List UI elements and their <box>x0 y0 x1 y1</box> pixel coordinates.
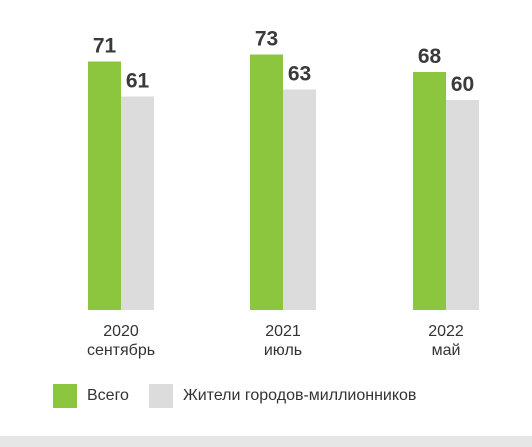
bar-millionaire-cities-2022 <box>446 100 479 310</box>
data-label-millionaire-cities-2020: 61 <box>126 70 150 93</box>
data-label-millionaire-cities-2022: 60 <box>451 73 474 96</box>
category-label-2021-line-1: 2021 <box>265 323 301 340</box>
category-label-2020-line-1: 2020 <box>103 323 139 340</box>
category-label-2021-line-2: июль <box>264 342 302 359</box>
bar-total-2022 <box>413 72 446 310</box>
legend-swatch-total <box>53 384 77 408</box>
bar-millionaire-cities-2020 <box>121 96 154 310</box>
legend-item-millionaire-cities: Жители городов-миллионников <box>148 384 417 408</box>
data-label-millionaire-cities-2021: 63 <box>288 63 311 86</box>
legend-label-total: Всего <box>87 387 129 404</box>
bar-total-2021 <box>250 54 283 310</box>
legend-label-millionaire-cities: Жители городов-миллионников <box>182 387 417 404</box>
category-label-2022-line-2: май <box>432 342 461 359</box>
bar-millionaire-cities-2021 <box>283 89 316 310</box>
bottom-divider <box>0 436 532 447</box>
data-label-total-2022: 68 <box>418 45 442 68</box>
legend-item-total: Всего <box>53 384 129 408</box>
legend-swatch-millionaire-cities <box>148 384 173 408</box>
category-label-2020-line-2: сентябрь <box>87 342 155 359</box>
data-label-total-2020: 71 <box>93 35 117 58</box>
bar-total-2020 <box>88 61 121 310</box>
legend: Всего Жители городов-миллионников <box>53 384 416 408</box>
category-label-2022-line-1: 2022 <box>428 323 464 340</box>
data-label-total-2021: 73 <box>255 28 278 51</box>
